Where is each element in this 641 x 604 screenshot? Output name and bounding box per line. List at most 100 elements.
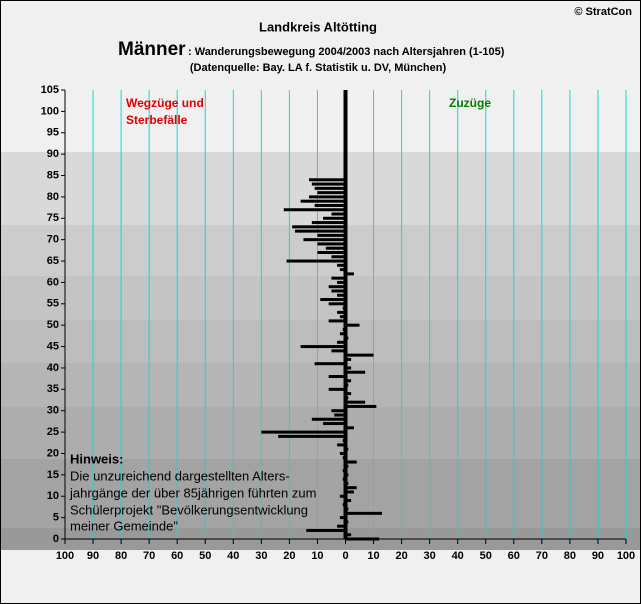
bar bbox=[337, 263, 346, 267]
bar bbox=[309, 195, 346, 199]
y-tick-label: 0 bbox=[53, 533, 59, 545]
y-tick-label: 15 bbox=[47, 469, 59, 481]
bar bbox=[325, 246, 346, 250]
y-tick-label: 95 bbox=[47, 127, 59, 139]
bar bbox=[339, 451, 346, 455]
x-tick-label: 90 bbox=[87, 550, 99, 562]
bar bbox=[339, 332, 346, 336]
bar bbox=[278, 434, 346, 438]
bar bbox=[337, 310, 346, 314]
bar bbox=[345, 404, 377, 408]
chart-title: Landkreis Altötting bbox=[259, 19, 377, 34]
bar bbox=[331, 212, 346, 216]
x-tick-label: 70 bbox=[143, 550, 155, 562]
x-tick-label: 40 bbox=[452, 550, 464, 562]
bar bbox=[311, 417, 346, 421]
bar bbox=[331, 289, 346, 293]
zero-axis bbox=[343, 90, 348, 539]
y-tick-label: 5 bbox=[53, 512, 59, 524]
y-tick-label: 20 bbox=[47, 447, 59, 459]
x-tick-label: 50 bbox=[199, 550, 211, 562]
x-tick-label: 100 bbox=[56, 550, 74, 562]
x-tick-label: 90 bbox=[592, 550, 604, 562]
y-tick-label: 25 bbox=[47, 426, 59, 438]
bar bbox=[345, 272, 354, 276]
x-tick-label: 80 bbox=[115, 550, 127, 562]
bar bbox=[317, 250, 346, 254]
bar bbox=[328, 302, 346, 306]
bar bbox=[314, 203, 346, 207]
bar bbox=[337, 443, 346, 447]
bar bbox=[345, 353, 374, 357]
bar bbox=[261, 430, 346, 434]
y-tick-label: 80 bbox=[47, 191, 59, 203]
x-tick-label: 40 bbox=[227, 550, 239, 562]
bar bbox=[300, 199, 346, 203]
x-tick-label: 50 bbox=[480, 550, 492, 562]
bar bbox=[345, 379, 352, 383]
bar bbox=[331, 349, 346, 353]
bar bbox=[345, 537, 380, 541]
y-tick-label: 100 bbox=[41, 105, 59, 117]
y-tick-label: 90 bbox=[47, 148, 59, 160]
bar bbox=[345, 511, 382, 515]
x-tick-label: 20 bbox=[283, 550, 295, 562]
note-line: Die unzureichend dargestellten Alters- bbox=[70, 468, 290, 483]
bar bbox=[328, 387, 346, 391]
y-tick-label: 65 bbox=[47, 255, 59, 267]
x-tick-label: 20 bbox=[395, 550, 407, 562]
bar bbox=[337, 340, 346, 344]
left-label: Sterbefälle bbox=[126, 113, 188, 127]
y-tick-label: 75 bbox=[47, 212, 59, 224]
subtitle-bold: Männer bbox=[118, 39, 186, 60]
left-label: Wegzüge und bbox=[126, 96, 204, 110]
bar bbox=[328, 285, 346, 289]
bar bbox=[311, 182, 346, 186]
bar bbox=[283, 208, 346, 212]
bar bbox=[317, 191, 346, 195]
x-tick-label: 30 bbox=[255, 550, 267, 562]
y-tick-label: 45 bbox=[47, 340, 59, 352]
bar bbox=[320, 298, 346, 302]
bar bbox=[331, 255, 346, 259]
y-tick-label: 70 bbox=[47, 234, 59, 246]
bar bbox=[345, 357, 352, 361]
bar bbox=[345, 533, 352, 537]
note-line: Schülerprojekt "Bevölkerungsentwicklung bbox=[70, 502, 308, 517]
x-tick-label: 60 bbox=[508, 550, 520, 562]
bar bbox=[345, 486, 357, 490]
note-line: meiner Gemeinde" bbox=[70, 518, 178, 533]
bar bbox=[314, 186, 346, 190]
y-tick-label: 40 bbox=[47, 362, 59, 374]
bar bbox=[345, 370, 366, 374]
bar bbox=[286, 259, 346, 263]
bar bbox=[331, 276, 346, 280]
bar bbox=[323, 216, 346, 220]
y-tick-label: 60 bbox=[47, 276, 59, 288]
bar bbox=[334, 413, 346, 417]
bar bbox=[339, 268, 346, 272]
y-tick-label: 85 bbox=[47, 169, 59, 181]
bar bbox=[345, 490, 354, 494]
bar bbox=[337, 280, 346, 284]
x-tick-label: 10 bbox=[367, 550, 379, 562]
copyright: © StratCon bbox=[574, 6, 632, 18]
bar bbox=[328, 375, 346, 379]
y-tick-label: 55 bbox=[47, 298, 59, 310]
bar bbox=[345, 323, 360, 327]
y-tick-label: 105 bbox=[41, 84, 59, 96]
bar bbox=[323, 422, 346, 426]
y-tick-label: 10 bbox=[47, 490, 59, 502]
bar bbox=[314, 362, 346, 366]
y-tick-label: 50 bbox=[47, 319, 59, 331]
bar bbox=[345, 426, 354, 430]
bar bbox=[317, 242, 346, 246]
bar bbox=[300, 345, 346, 349]
x-tick-label: 10 bbox=[311, 550, 323, 562]
x-tick-label: 70 bbox=[536, 550, 548, 562]
x-tick-label: 80 bbox=[564, 550, 576, 562]
bar bbox=[303, 238, 346, 242]
right-label: Zuzüge bbox=[449, 96, 491, 110]
y-tick-label: 30 bbox=[47, 405, 59, 417]
